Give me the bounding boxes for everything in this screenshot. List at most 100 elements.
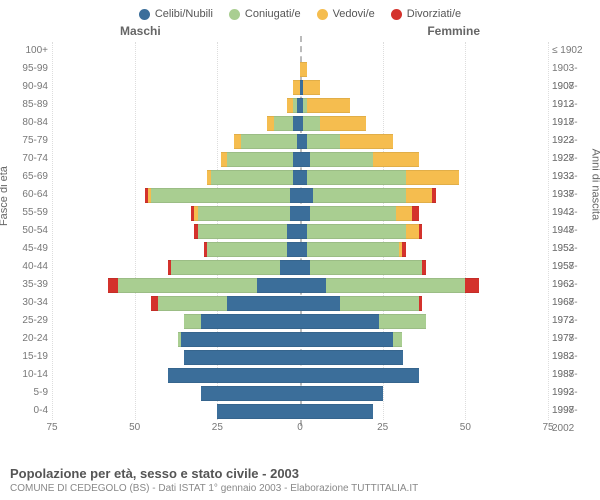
chart-area: 100+95-9990-9485-8980-8475-7970-7465-696… <box>52 42 548 420</box>
legend-item: Coniugati/e <box>229 8 301 20</box>
segment <box>300 404 373 419</box>
segment <box>465 278 478 293</box>
bar-male <box>52 278 300 293</box>
segment <box>307 224 406 239</box>
bar-female <box>300 260 548 275</box>
segment <box>379 314 425 329</box>
legend-item: Vedovi/e <box>317 8 375 20</box>
age-label: 70-74 <box>4 150 48 168</box>
segment <box>307 242 400 257</box>
bar-female <box>300 350 548 365</box>
bar-male <box>52 152 300 167</box>
bar-male <box>52 170 300 185</box>
age-label: 0-4 <box>4 402 48 420</box>
pyramid-row <box>52 240 548 258</box>
segment <box>300 386 383 401</box>
segment <box>158 296 227 311</box>
segment <box>300 224 307 239</box>
segment <box>396 206 413 221</box>
bar-male <box>52 332 300 347</box>
segment <box>293 170 300 185</box>
segment <box>422 260 425 275</box>
birth-year-label: ≤ 1902 <box>552 42 596 60</box>
bar-female <box>300 224 548 239</box>
segment <box>280 260 300 275</box>
segment <box>402 242 405 257</box>
age-label: 75-79 <box>4 132 48 150</box>
age-label: 25-29 <box>4 312 48 330</box>
segment <box>340 134 393 149</box>
segment <box>293 116 300 131</box>
segment <box>293 80 300 95</box>
segment <box>217 404 300 419</box>
segment <box>406 170 459 185</box>
segment <box>310 206 396 221</box>
segment <box>171 260 280 275</box>
birth-year-label: 1908-1912 <box>552 78 596 96</box>
age-label: 5-9 <box>4 384 48 402</box>
x-tick: 50 <box>460 422 471 433</box>
segment <box>267 116 274 131</box>
segment <box>300 332 393 347</box>
birth-year-label: 1998-2002 <box>552 402 596 420</box>
birth-year-label: 1988-1992 <box>552 366 596 384</box>
bar-male <box>52 260 300 275</box>
segment <box>290 188 300 203</box>
segment <box>307 98 350 113</box>
pyramid-row <box>52 294 548 312</box>
legend-swatch <box>139 9 150 20</box>
bar-female <box>300 170 548 185</box>
segment <box>184 350 300 365</box>
bar-male <box>52 62 300 77</box>
birth-year-label: 1958-1962 <box>552 258 596 276</box>
pyramid-row <box>52 222 548 240</box>
x-tick: 75 <box>46 422 57 433</box>
birth-year-label: 1928-1932 <box>552 150 596 168</box>
legend-label: Divorziati/e <box>407 8 461 20</box>
birth-year-label: 1933-1937 <box>552 168 596 186</box>
bar-male <box>52 134 300 149</box>
bar-male <box>52 44 300 59</box>
birth-year-label: 1903-1907 <box>552 60 596 78</box>
birth-year-label: 1943-1947 <box>552 204 596 222</box>
segment <box>198 206 291 221</box>
segment <box>287 242 300 257</box>
segment <box>310 260 422 275</box>
bar-female <box>300 188 548 203</box>
birth-year-label: 1968-1972 <box>552 294 596 312</box>
pyramid-row <box>52 312 548 330</box>
segment <box>412 206 419 221</box>
age-label: 40-44 <box>4 258 48 276</box>
bar-female <box>300 314 548 329</box>
legend: Celibi/Nubili Coniugati/e Vedovi/e Divorzia… <box>0 0 600 24</box>
segment <box>300 314 379 329</box>
pyramid-row <box>52 114 548 132</box>
bar-female <box>300 278 548 293</box>
header-left: Maschi <box>120 24 161 38</box>
segment <box>221 152 228 167</box>
footer-subtitle: COMUNE DI CEDEGOLO (BS) - Dati ISTAT 1° … <box>10 483 590 494</box>
segment <box>168 368 300 383</box>
segment <box>300 206 310 221</box>
segment <box>310 152 373 167</box>
legend-label: Celibi/Nubili <box>155 8 213 20</box>
bar-male <box>52 350 300 365</box>
segment <box>373 152 419 167</box>
legend-swatch <box>391 9 402 20</box>
bar-male <box>52 314 300 329</box>
x-tick: 0 <box>297 422 303 433</box>
segment <box>406 188 432 203</box>
bar-female <box>300 152 548 167</box>
bar-male <box>52 98 300 113</box>
segment <box>419 296 422 311</box>
x-tick: 75 <box>542 422 553 433</box>
bar-female <box>300 134 548 149</box>
legend-label: Coniugati/e <box>245 8 301 20</box>
pyramid-row <box>52 384 548 402</box>
bar-female <box>300 62 548 77</box>
segment <box>108 278 118 293</box>
segment <box>303 116 320 131</box>
age-label: 15-19 <box>4 348 48 366</box>
age-label: 60-64 <box>4 186 48 204</box>
bar-male <box>52 206 300 221</box>
